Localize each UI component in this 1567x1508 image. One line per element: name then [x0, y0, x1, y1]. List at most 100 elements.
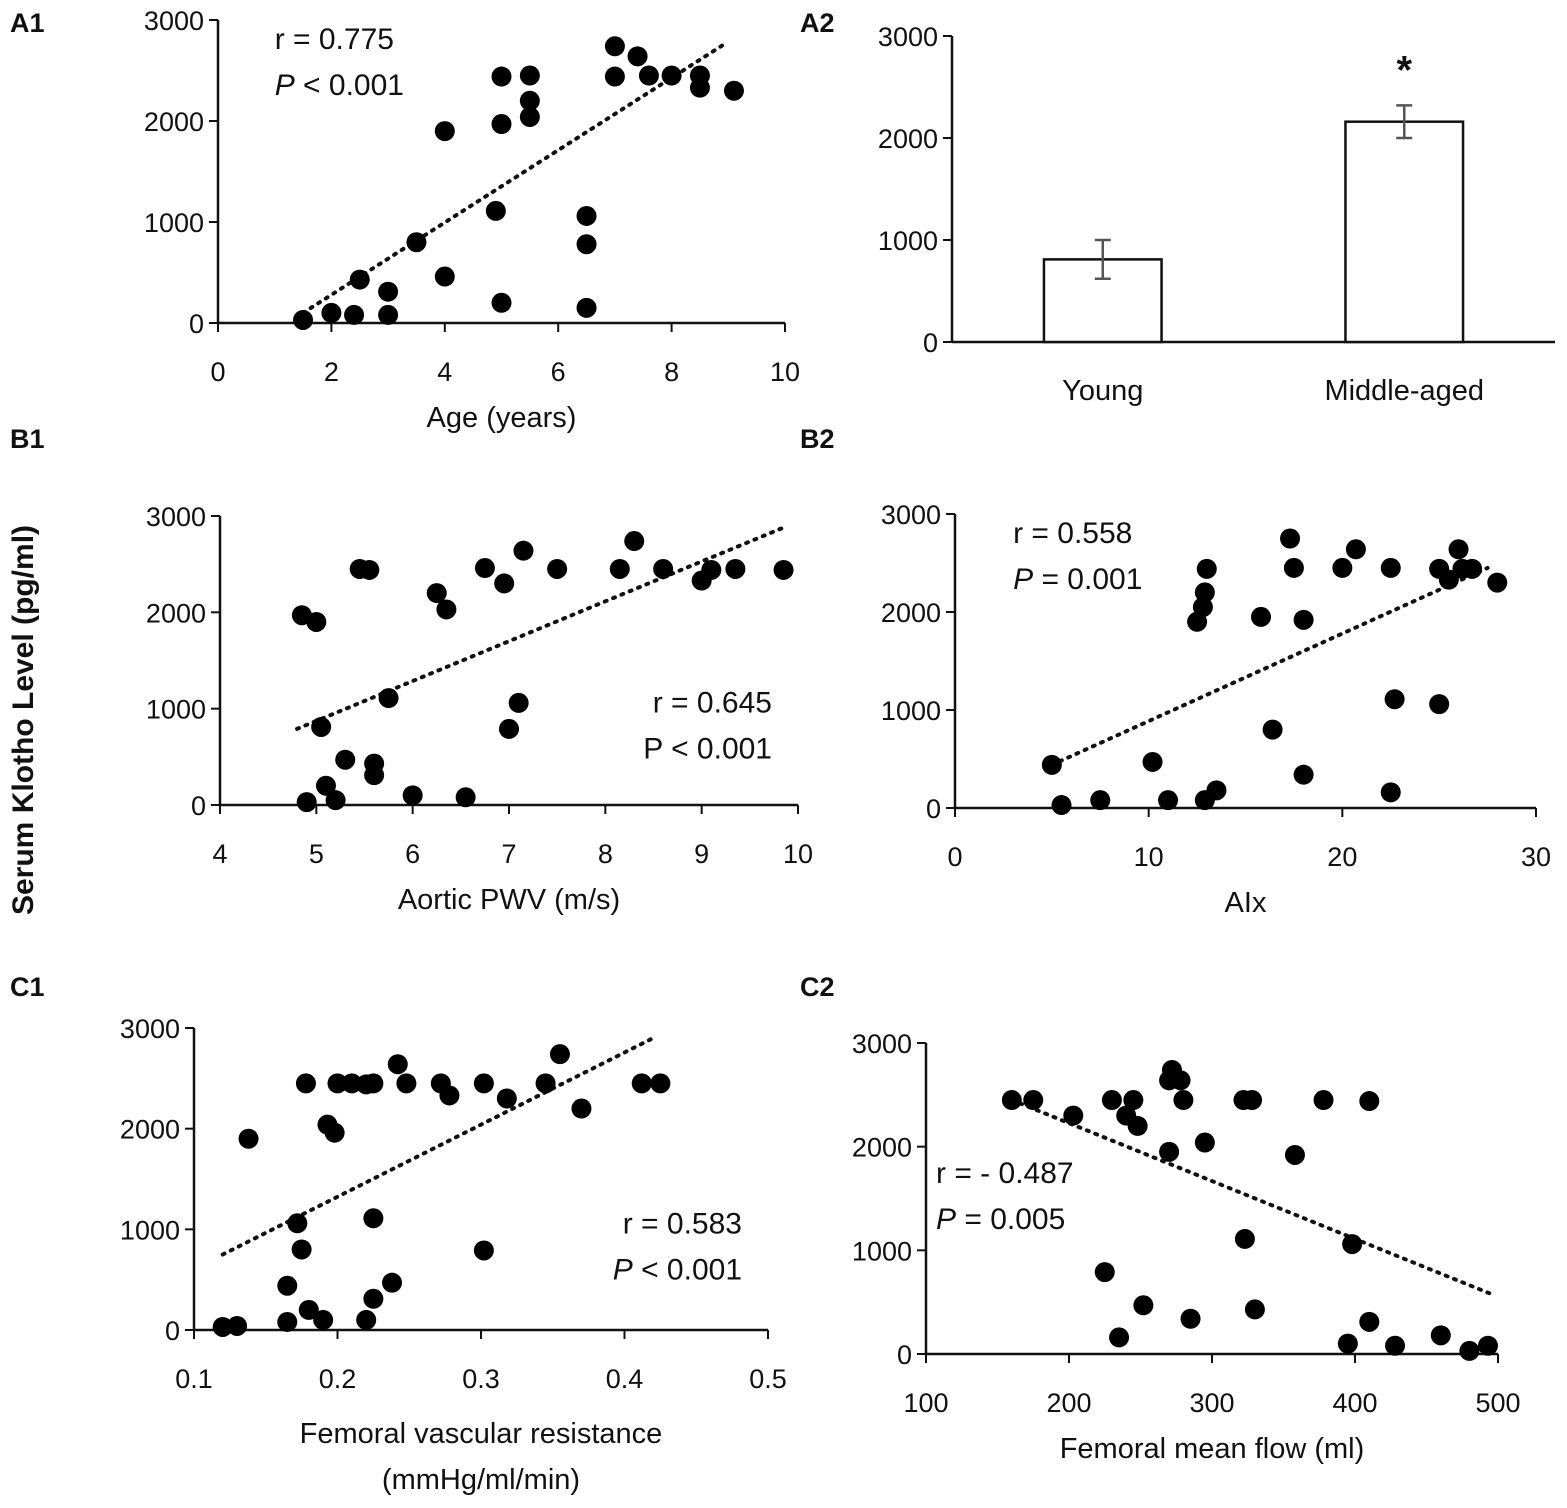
data-point	[356, 1309, 377, 1330]
trend-line	[295, 525, 786, 731]
trend-line	[301, 43, 725, 315]
y-tick-label: 0	[897, 1340, 912, 1370]
x-tick-label: 5	[309, 839, 324, 869]
data-point	[311, 716, 332, 737]
data-point	[723, 80, 744, 101]
data-point	[491, 292, 512, 313]
stat-text-segment: P	[936, 1203, 956, 1236]
shared-y-axis-label: Serum Klotho Level (pg/ml)	[7, 525, 40, 915]
x-tick-label: 30	[1521, 842, 1551, 872]
x-tick-label: 4	[212, 839, 227, 869]
data-point	[1063, 1105, 1084, 1126]
data-point	[1234, 1228, 1255, 1249]
y-tick-label: 2000	[146, 598, 206, 628]
data-point	[359, 559, 380, 580]
x-tick-label: 0.2	[319, 1364, 357, 1394]
data-point	[773, 559, 794, 580]
stat-text-segment: P	[1013, 563, 1033, 596]
data-point	[638, 65, 659, 86]
stat-text-segment: r = - 0.487	[936, 1157, 1074, 1190]
category-label: Young	[1062, 375, 1143, 407]
data-point	[1284, 1144, 1305, 1165]
y-tick-label: 1000	[120, 1215, 180, 1245]
x-axis-label: Femoral mean flow (ml)	[1060, 1433, 1365, 1465]
data-point	[496, 1088, 517, 1109]
y-tick-label: 0	[923, 328, 938, 358]
stat-text: r = 0.645	[653, 687, 772, 720]
data-point	[1313, 1090, 1334, 1111]
data-point	[1342, 1234, 1363, 1255]
x-tick-label: 8	[598, 839, 613, 869]
data-point	[1430, 1325, 1451, 1346]
y-tick-label: 2000	[120, 1115, 180, 1145]
stat-text-segment: r = 0.558	[1013, 517, 1132, 550]
y-tick-label: 3000	[146, 502, 206, 532]
data-point	[378, 688, 399, 709]
data-point	[604, 36, 625, 57]
trend-line	[1009, 1098, 1493, 1296]
data-point	[1206, 780, 1227, 801]
data-point	[1487, 572, 1508, 593]
data-point	[296, 792, 317, 813]
data-point	[455, 787, 476, 808]
data-point	[491, 114, 512, 135]
data-point	[1194, 1132, 1215, 1153]
data-point	[1332, 557, 1353, 578]
data-point	[426, 583, 447, 604]
data-point	[576, 205, 597, 226]
x-tick-label: 300	[1189, 1388, 1234, 1418]
data-point	[494, 573, 515, 594]
data-point	[499, 718, 519, 739]
data-point	[491, 66, 512, 87]
data-point	[689, 77, 710, 98]
data-point	[1262, 719, 1283, 740]
data-point	[287, 1213, 308, 1234]
data-point	[364, 765, 385, 786]
y-tick-label: 1000	[852, 1236, 912, 1266]
stat-text: P = 0.005	[936, 1203, 1065, 1236]
data-point	[1127, 1115, 1148, 1136]
x-axis-label: Aortic PWV (m/s)	[398, 884, 620, 916]
x-tick-label: 400	[1332, 1388, 1377, 1418]
significance-star: *	[1396, 48, 1412, 92]
stat-text-segment: = 0.005	[956, 1203, 1065, 1236]
stat-text-segment: r = 0.775	[275, 23, 394, 56]
y-tick-label: 3000	[852, 1029, 912, 1059]
data-point	[1109, 1327, 1130, 1348]
data-point	[315, 775, 336, 796]
x-tick-label: 0.4	[606, 1364, 644, 1394]
data-point	[1123, 1090, 1144, 1111]
data-point	[341, 1073, 362, 1094]
data-point	[439, 1085, 460, 1106]
y-tick-label: 3000	[878, 22, 938, 52]
x-tick-label: 200	[1046, 1388, 1091, 1418]
data-point	[1459, 1340, 1480, 1361]
data-point	[363, 1073, 384, 1094]
stat-text-segment: P	[613, 1253, 633, 1286]
y-tick-label: 2000	[881, 598, 941, 628]
data-point	[519, 65, 540, 86]
data-point	[547, 558, 568, 579]
x-tick-label: 6	[551, 357, 566, 387]
data-point	[325, 790, 346, 811]
data-point	[725, 558, 746, 579]
data-point	[1180, 1308, 1201, 1329]
data-point	[1345, 539, 1366, 560]
x-tick-label: 8	[664, 357, 679, 387]
data-point	[1101, 1090, 1122, 1111]
x-tick-label: 0.3	[462, 1364, 500, 1394]
data-point	[508, 692, 529, 713]
stat-text: r = 0.775	[275, 23, 394, 56]
data-point	[327, 1073, 348, 1094]
panel-label: A1	[10, 8, 45, 38]
x-tick-label: 9	[694, 839, 709, 869]
data-point	[349, 269, 370, 290]
data-point	[1023, 1090, 1044, 1111]
data-point	[396, 1073, 417, 1094]
data-point	[1159, 1141, 1180, 1162]
panel-a1: A1 0 1000 2000 3000 0 2 4 6 8 10 Age (years) r = 0.7…	[10, 6, 800, 434]
data-point	[1359, 1311, 1380, 1332]
data-point	[291, 1239, 312, 1260]
y-tick-label: 0	[189, 309, 204, 339]
